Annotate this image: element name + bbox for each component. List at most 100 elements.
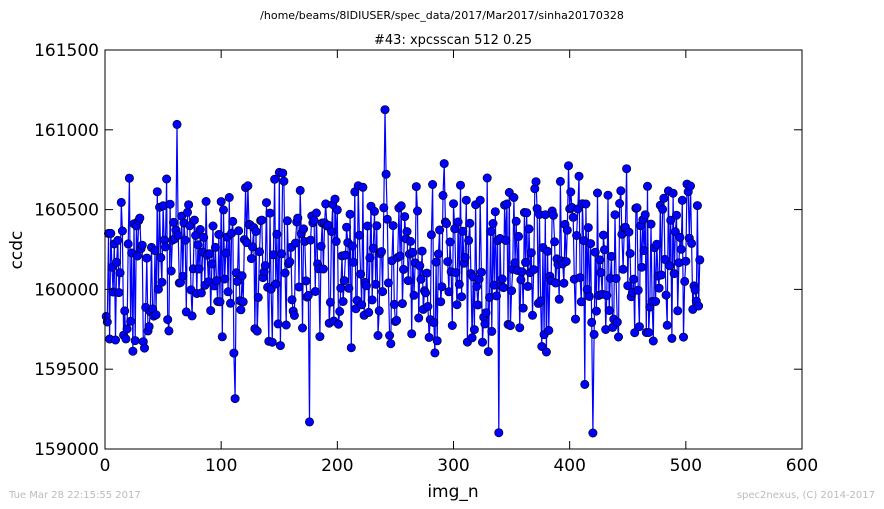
data-point [515, 323, 525, 333]
data-point [325, 297, 335, 307]
data-point [622, 164, 632, 174]
data-point [195, 225, 205, 235]
data-point [385, 330, 395, 340]
data-point [430, 348, 440, 358]
data-point [163, 315, 173, 325]
data-point [133, 251, 143, 261]
data-point [616, 186, 626, 196]
data-point [602, 290, 612, 300]
x-tick-label: 100 [205, 456, 237, 476]
data-point [595, 255, 605, 265]
data-point [246, 254, 256, 264]
data-point [219, 205, 229, 215]
data-point [374, 306, 384, 316]
data-point [383, 278, 393, 288]
data-point [583, 223, 593, 233]
data-point [610, 210, 620, 220]
data-point [520, 257, 530, 267]
data-point [656, 270, 666, 280]
data-point [522, 208, 532, 218]
data-point [561, 257, 571, 267]
y-tick-label: 159000 [34, 440, 99, 460]
data-point [402, 227, 412, 237]
data-point [311, 208, 321, 218]
data-point [458, 226, 468, 236]
data-point [590, 247, 600, 257]
data-point [220, 274, 230, 284]
data-point [625, 249, 635, 259]
data-point [576, 297, 586, 307]
data-point [467, 333, 477, 343]
data-point [180, 235, 190, 245]
data-point [137, 240, 147, 250]
data-point [112, 257, 122, 267]
y-axis-label: ccdc [7, 231, 27, 270]
data-point [403, 276, 413, 286]
data-point [270, 174, 280, 184]
data-point [272, 229, 282, 239]
data-point [480, 319, 490, 329]
footer-credit: spec2nexus, (C) 2014-2017 [737, 490, 875, 501]
y-tick-label: 160000 [34, 280, 99, 300]
data-point [124, 173, 134, 183]
data-point [169, 217, 179, 227]
data-point [566, 187, 576, 197]
data-point [156, 253, 166, 263]
data-point [441, 219, 451, 229]
data-point [548, 210, 558, 220]
data-point [347, 241, 357, 251]
data-point [516, 275, 526, 285]
data-point [517, 267, 527, 277]
data-point [205, 249, 215, 259]
data-point [447, 320, 457, 330]
data-point [206, 306, 216, 316]
data-point [122, 324, 132, 334]
data-point [615, 199, 625, 209]
data-point [445, 237, 455, 247]
data-point [555, 176, 565, 186]
data-point [230, 394, 240, 404]
data-point [273, 319, 283, 329]
data-point [336, 283, 346, 293]
data-point [681, 256, 691, 266]
data-point [671, 210, 681, 220]
data-point [265, 208, 275, 218]
data-point [469, 325, 479, 335]
data-point [395, 251, 405, 261]
data-point [572, 231, 582, 241]
data-point [183, 207, 193, 217]
data-point [453, 217, 463, 227]
data-point [632, 203, 642, 213]
data-point [431, 257, 441, 267]
data-point [368, 243, 378, 253]
data-point [289, 310, 299, 320]
data-point [685, 181, 695, 191]
data-point [189, 215, 199, 225]
data-point [461, 195, 471, 205]
data-point [439, 159, 449, 169]
data-point [658, 204, 668, 214]
data-point [193, 240, 203, 250]
data-point [400, 212, 410, 222]
data-point [629, 274, 639, 284]
data-point [505, 321, 515, 331]
data-point [651, 296, 661, 306]
data-point [260, 261, 270, 271]
data-point [666, 215, 676, 225]
data-point [527, 310, 537, 320]
data-point [436, 297, 446, 307]
data-point [381, 169, 391, 179]
data-point [214, 230, 224, 240]
data-point [331, 236, 341, 246]
data-point [223, 287, 233, 297]
data-point [444, 287, 454, 297]
data-point [379, 203, 389, 213]
data-point [498, 283, 508, 293]
data-point [279, 176, 289, 186]
data-point [633, 285, 643, 295]
data-point [584, 291, 594, 301]
data-point [526, 248, 536, 258]
data-point [694, 301, 704, 311]
data-point [536, 296, 546, 306]
data-point [281, 320, 291, 330]
